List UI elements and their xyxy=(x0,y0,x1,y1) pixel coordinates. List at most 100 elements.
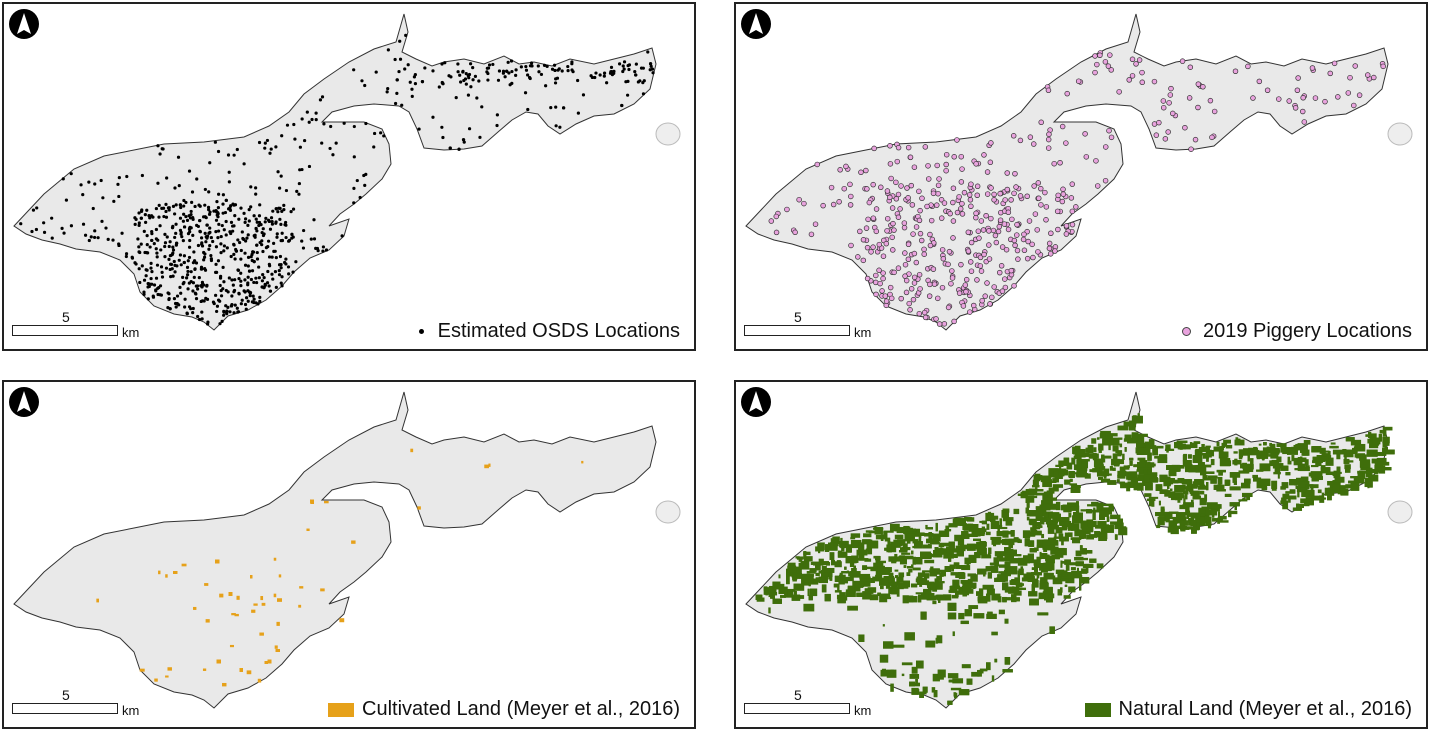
piggery-point xyxy=(1232,68,1239,75)
osds-point xyxy=(231,224,235,228)
cultivated-patch xyxy=(257,678,262,683)
osds-point xyxy=(352,68,356,72)
piggery-point xyxy=(967,259,974,265)
piggery-point xyxy=(976,235,982,241)
piggery-point xyxy=(902,261,909,268)
natural-patch xyxy=(1291,455,1295,462)
osds-point xyxy=(495,123,499,128)
cultivated-patch xyxy=(204,583,209,586)
natural-patch xyxy=(1220,515,1227,520)
osds-point xyxy=(277,269,281,273)
piggery-point xyxy=(936,321,943,327)
osds-point xyxy=(307,120,311,124)
natural-patch xyxy=(1036,556,1041,565)
osds-point xyxy=(253,235,257,239)
piggery-point xyxy=(918,237,925,244)
osds-point xyxy=(466,73,470,78)
osds-point xyxy=(372,145,376,149)
piggery-point xyxy=(981,251,987,258)
osds-point xyxy=(291,207,296,211)
natural-patch xyxy=(1036,539,1046,548)
natural-patch xyxy=(1080,557,1089,561)
osds-point xyxy=(206,322,210,326)
osds-point xyxy=(282,203,286,207)
natural-patch xyxy=(939,542,951,547)
osds-point xyxy=(186,259,190,263)
natural-patch xyxy=(891,556,897,564)
osds-point xyxy=(249,185,253,189)
natural-patch xyxy=(1114,523,1122,530)
osds-point xyxy=(598,73,602,77)
osds-point xyxy=(463,77,468,81)
osds-point xyxy=(144,268,148,272)
osds-point xyxy=(254,226,258,231)
osds-point xyxy=(83,233,88,237)
osds-point xyxy=(545,64,549,68)
osds-point xyxy=(355,178,359,183)
piggery-point xyxy=(1063,231,1070,237)
natural-land xyxy=(755,413,1395,705)
natural-patch xyxy=(1205,445,1211,448)
natural-patch xyxy=(1022,530,1031,539)
osds-point xyxy=(179,205,183,210)
osds-point xyxy=(239,257,243,261)
piggery-point xyxy=(1107,52,1113,58)
piggery-point xyxy=(1005,209,1012,216)
piggery-point xyxy=(1195,81,1202,87)
piggery-point xyxy=(887,161,894,167)
natural-patch xyxy=(993,557,999,565)
piggery-point xyxy=(858,169,864,176)
piggery-point xyxy=(1139,69,1145,76)
osds-point xyxy=(183,305,187,309)
osds-point xyxy=(464,82,468,86)
piggery-point xyxy=(917,286,923,292)
piggery-point xyxy=(1032,211,1039,217)
natural-patch xyxy=(1333,470,1341,479)
osds-point xyxy=(188,230,192,234)
cultivated-patch xyxy=(165,675,169,678)
piggery-point xyxy=(1002,197,1008,203)
piggery-point xyxy=(949,275,956,281)
osds-point xyxy=(536,64,540,68)
osds-point xyxy=(230,294,234,298)
osds-point xyxy=(243,302,248,307)
natural-patch xyxy=(1262,447,1269,456)
osds-point xyxy=(200,241,204,245)
island-landmass xyxy=(745,391,1413,709)
osds-point xyxy=(602,71,607,75)
osds-point xyxy=(252,260,256,264)
natural-patch xyxy=(1273,471,1281,475)
osds-point xyxy=(182,204,186,208)
osds-point xyxy=(208,161,212,165)
piggery-point xyxy=(916,217,923,224)
legend-label: Estimated OSDS Locations xyxy=(437,320,680,342)
osds-point xyxy=(457,147,461,151)
osds-point xyxy=(185,218,190,222)
osds-point xyxy=(593,75,597,80)
osds-point xyxy=(222,313,226,317)
piggery-point xyxy=(950,185,957,191)
natural-patch xyxy=(1165,518,1170,523)
osds-point xyxy=(510,81,514,86)
natural-patch xyxy=(1238,449,1249,454)
osds-point xyxy=(382,134,386,138)
osds-point xyxy=(393,101,398,106)
piggery-point xyxy=(768,218,775,224)
natural-patch xyxy=(778,586,788,595)
piggery-point xyxy=(991,197,997,203)
piggery-point xyxy=(895,214,902,220)
osds-point xyxy=(267,255,272,259)
osds-point xyxy=(602,74,606,78)
osds-point xyxy=(440,125,444,129)
piggery-point xyxy=(951,318,957,325)
osds-point xyxy=(505,69,509,73)
osds-point xyxy=(184,200,188,205)
osds-point xyxy=(487,63,492,67)
piggery-point xyxy=(981,152,987,158)
osds-point xyxy=(254,217,258,221)
osds-point xyxy=(506,60,510,64)
osds-point xyxy=(408,80,412,84)
island-landmass xyxy=(745,13,1413,331)
natural-patch xyxy=(1043,511,1053,519)
osds-point xyxy=(79,183,83,187)
